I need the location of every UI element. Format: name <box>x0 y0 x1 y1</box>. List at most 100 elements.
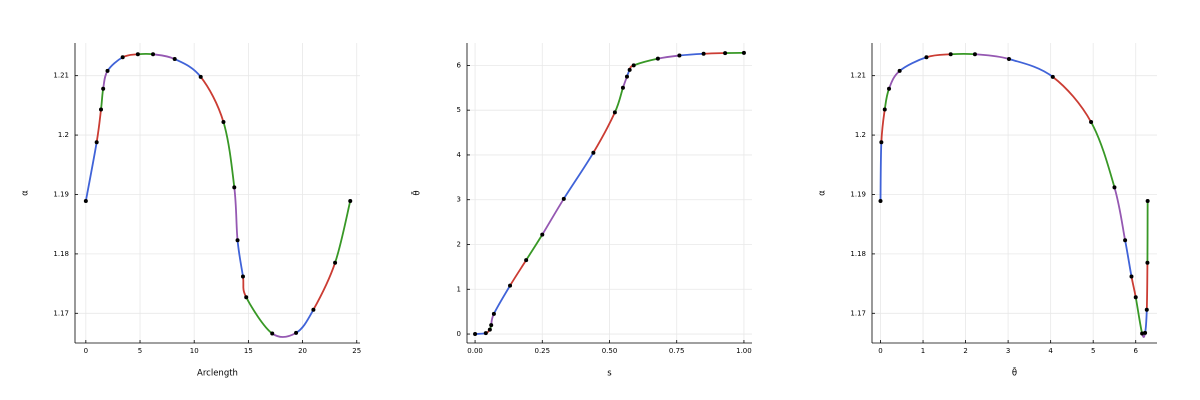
knot <box>1145 260 1150 265</box>
knot <box>897 68 902 73</box>
y-tick-label: 1.17 <box>850 309 866 317</box>
knot <box>198 74 203 79</box>
curve-segment <box>271 332 297 338</box>
knot <box>235 238 240 243</box>
curve-segment <box>541 198 565 236</box>
curve-segment <box>84 142 98 202</box>
y-tick-label: 0 <box>457 330 461 338</box>
y-tick-label: 2 <box>457 240 461 248</box>
x-tick-label: 0 <box>84 347 88 355</box>
knot <box>172 57 177 62</box>
curve-segment <box>236 240 244 277</box>
curve-segment <box>1008 58 1054 78</box>
curve-segment <box>222 121 236 188</box>
knot <box>948 52 953 57</box>
y-tick-label: 1.17 <box>53 309 69 317</box>
knot <box>887 86 892 91</box>
y-tick-label: 4 <box>457 151 462 159</box>
curve-segment <box>926 53 951 59</box>
x-tick-label: 15 <box>244 347 253 355</box>
curve-segment <box>633 57 659 67</box>
curve-segment <box>974 53 1010 60</box>
knot <box>924 55 929 60</box>
curve-segment <box>883 88 890 110</box>
knot <box>105 68 110 73</box>
y-axis-label: θ̄ <box>411 190 423 195</box>
knot <box>1133 295 1138 300</box>
x-tick-label: 1 <box>921 347 925 355</box>
curve-segment <box>95 109 102 143</box>
curve-segment <box>233 187 239 241</box>
knot <box>1112 185 1117 190</box>
knot <box>94 140 99 145</box>
x-tick-label: 5 <box>1091 347 1095 355</box>
knot <box>1144 307 1149 312</box>
knot <box>151 52 156 57</box>
knot <box>741 50 746 55</box>
knot <box>627 67 632 72</box>
y-tick-label: 1.19 <box>850 190 866 198</box>
x-axis-label: θ̄ <box>1012 367 1017 379</box>
panel: 0.00 0.25 0.50 0.75 1.00 0 1 2 3 4 5 6 s θ̄ <box>411 43 752 379</box>
x-axis-label: Arclength <box>197 369 238 379</box>
y-axis-label: α <box>21 190 31 196</box>
knot <box>882 107 887 112</box>
knot <box>591 150 596 155</box>
knot <box>620 85 625 90</box>
knot <box>489 323 494 328</box>
y-tick-label: 1.2 <box>58 131 69 139</box>
curve-segment <box>1134 297 1143 334</box>
knot <box>972 52 977 57</box>
y-tick-label: 3 <box>457 196 461 204</box>
curve-segment <box>614 87 624 113</box>
knot <box>270 331 275 336</box>
x-tick-label: 4 <box>1048 347 1053 355</box>
knot <box>491 311 496 316</box>
y-tick-label: 1.18 <box>53 250 69 258</box>
x-tick-label: 0.00 <box>467 347 483 355</box>
curve-segment <box>1124 240 1133 277</box>
curve-segment <box>122 53 138 59</box>
curve-segment <box>888 70 901 90</box>
curve-segment <box>679 52 704 57</box>
curve-segment <box>703 52 726 55</box>
curve-segment <box>102 70 109 89</box>
knot <box>1140 331 1145 336</box>
knot <box>631 63 636 68</box>
curve-segment <box>880 109 886 143</box>
x-tick-label: 0.75 <box>669 347 685 355</box>
knot <box>135 52 140 57</box>
knot <box>120 55 125 60</box>
knot <box>612 110 617 115</box>
x-tick-label: 25 <box>352 347 361 355</box>
y-axis-label: α <box>818 190 828 196</box>
knot <box>701 51 706 56</box>
panel: 0 1 2 3 4 5 6 1.17 1.18 1.19 1.2 1.21 θ̄ α <box>818 43 1157 379</box>
knot <box>508 283 513 288</box>
x-tick-label: 1.00 <box>736 347 752 355</box>
x-tick-label: 0.50 <box>602 347 618 355</box>
knot <box>1089 120 1094 125</box>
curve-segment <box>334 200 352 264</box>
knot <box>244 295 249 300</box>
y-tick-label: 1.2 <box>855 131 866 139</box>
x-tick-label: 5 <box>138 347 142 355</box>
knot <box>101 86 106 91</box>
knot <box>348 199 353 204</box>
curve-segment <box>100 88 105 110</box>
knot <box>1123 238 1128 243</box>
knot <box>487 327 492 332</box>
knot <box>333 260 338 265</box>
x-tick-label: 20 <box>298 347 307 355</box>
curve-segment <box>245 296 273 335</box>
y-tick-label: 1.19 <box>53 190 69 198</box>
knot <box>483 331 488 336</box>
knot <box>1143 330 1148 335</box>
curve-segment <box>592 112 616 154</box>
x-tick-label: 0.25 <box>534 347 550 355</box>
x-tick-label: 0 <box>878 347 882 355</box>
knot <box>1129 274 1134 279</box>
curve-segment <box>174 58 202 78</box>
